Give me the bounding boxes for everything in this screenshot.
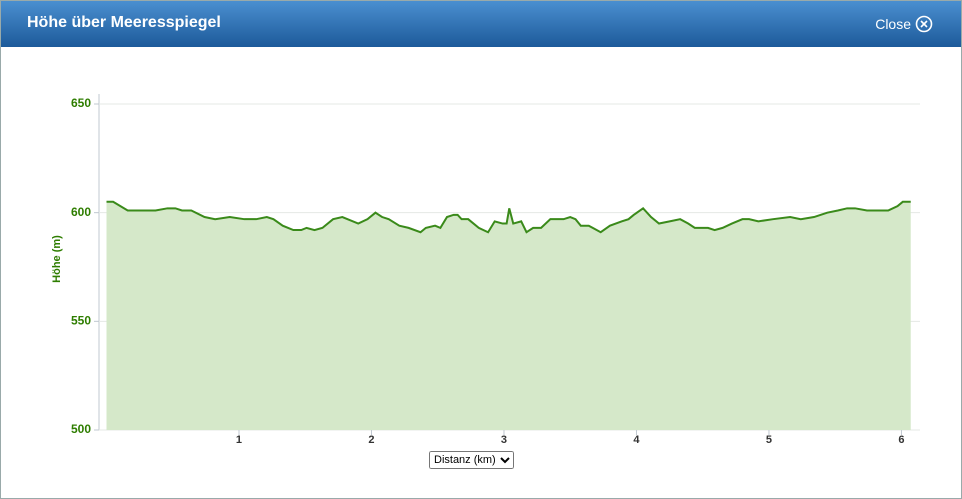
- y-tick-label: 550: [71, 314, 91, 328]
- dialog-title: Höhe über Meeresspiegel: [27, 14, 221, 31]
- y-axis-title: Höhe (m): [51, 235, 63, 283]
- x-axis-select[interactable]: Distanz (km): [429, 451, 514, 469]
- x-tick-label: 6: [898, 434, 904, 446]
- y-tick-label: 500: [71, 422, 91, 436]
- line: [106, 200, 911, 234]
- close-icon[interactable]: [915, 15, 933, 33]
- x-tick-label: 1: [236, 434, 242, 446]
- header: Höhe über Meeresspiegel Close: [1, 1, 961, 47]
- x-tick-label: 4: [633, 434, 640, 446]
- x-tick-label: 3: [501, 434, 507, 446]
- close-button[interactable]: Close: [875, 16, 911, 32]
- area: [106, 201, 911, 430]
- y-tick-label: 650: [71, 96, 91, 110]
- x-tick-label: 5: [766, 434, 772, 446]
- x-tick-label: 2: [368, 434, 374, 446]
- y-tick-label: 600: [71, 205, 91, 219]
